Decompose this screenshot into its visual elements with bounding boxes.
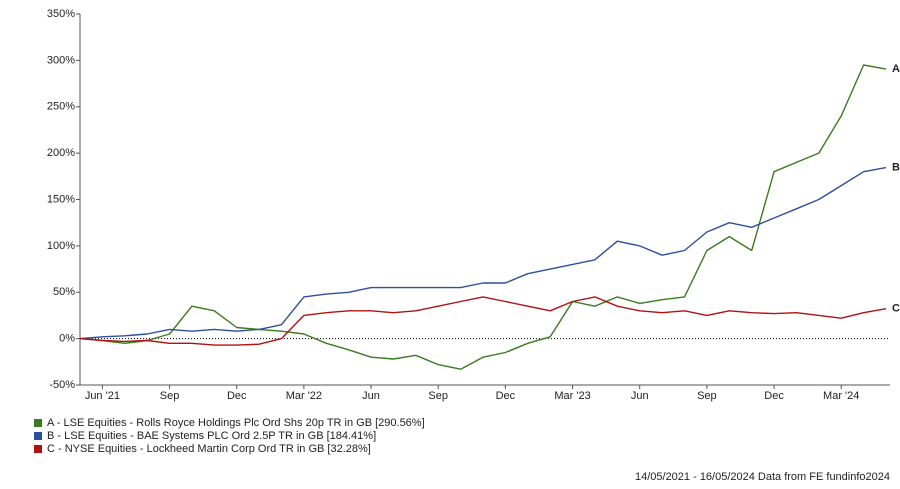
footer: 14/05/2021 - 16/05/2024 Data from FE fun… [635,471,890,483]
end-label: B [892,161,900,173]
x-tick-label: Dec [227,390,247,402]
legend-swatch [34,445,42,453]
series-line [79,296,887,346]
series-line [79,64,887,370]
y-tick-label: 350% [47,8,75,20]
x-tick-label: Sep [697,390,717,402]
series-line [79,166,887,340]
x-tick-label: Dec [764,390,784,402]
x-tick-label: Jun [362,390,380,402]
x-tick-label: Dec [496,390,516,402]
y-tick-label: 250% [47,101,75,113]
legend-label: A - LSE Equities - Rolls Royce Holdings … [47,417,425,429]
y-tick-label: 200% [47,147,75,159]
end-label: A [892,63,900,75]
x-tick-label: Mar '22 [286,390,322,402]
x-tick-label: Jun '21 [85,390,120,402]
y-tick-label: 0% [59,333,75,345]
y-tick-label: 150% [47,193,75,205]
x-tick-label: Mar '23 [554,390,590,402]
legend-swatch [34,432,42,440]
y-tick-label: 50% [53,286,75,298]
legend-label: B - LSE Equities - BAE Systems PLC Ord 2… [47,430,376,442]
x-tick-label: Mar '24 [823,390,859,402]
legend-swatch [34,419,42,427]
y-tick-label: -50% [49,379,75,391]
y-tick-label: 300% [47,54,75,66]
end-label: C [892,303,900,315]
x-tick-label: Jun [631,390,649,402]
x-tick-label: Sep [160,390,180,402]
y-tick-label: 100% [47,240,75,252]
x-tick-label: Sep [428,390,448,402]
legend-label: C - NYSE Equities - Lockheed Martin Corp… [47,443,371,455]
